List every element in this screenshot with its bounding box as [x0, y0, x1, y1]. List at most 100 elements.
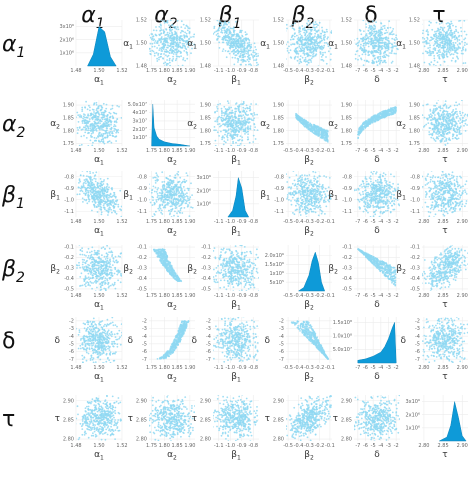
x-axis-label-a1: α1	[94, 226, 104, 238]
panel-r2-c5: -1.1 -1.0 -0.9 -0.8 β1 2.80 2.85 2.90 τ	[396, 171, 468, 236]
ytick-label: 2.90	[136, 398, 147, 404]
ytick-label: -7	[69, 357, 74, 363]
ytick-label: -1.0	[137, 197, 147, 203]
xtick-label: -3	[386, 68, 391, 74]
ytick-label: 2.85	[341, 418, 352, 424]
x-axis-label-t: τ	[442, 300, 447, 310]
xtick-label: 2.85	[438, 443, 449, 449]
xtick-label: 1.75	[146, 365, 157, 371]
panel-r4-c2: -7 -6 -5-4 -3 -2 δ -1.1 -1.0 -0.9 -0.8 β1	[191, 317, 259, 384]
panel-r5-c1: 2.80 2.85 2.90 τ 1.75 1.80 1.85 1.90 α2	[128, 395, 195, 462]
xtick-label: -0.8	[248, 365, 258, 371]
xtick-label: -5	[371, 365, 376, 371]
x-axis-label-a2: α2	[167, 75, 177, 87]
xtick-label: -5	[371, 219, 376, 225]
panel-r1-c2: 1.75 1.80 1.85 1.90 α2 -1.1 -1.0 -0.9 -0.8 β1	[187, 100, 259, 167]
xtick-label: -0.5	[283, 148, 293, 154]
ytick-label: -0.4	[410, 276, 420, 282]
ytick-label: 1.90	[409, 103, 420, 109]
panel-r3-c0: -0.5 -0.4 -0.3 -0.2 -0.1 β2 1.48 1.50 1.52 α1	[50, 245, 127, 312]
ytick-label: 1.50	[136, 41, 147, 47]
panel-r1-c1: 1x10⁷ 2x10⁷ 3x10⁷ 4x10⁷ 5.0x10⁷ 1.75 1.80 1.85 1…	[128, 100, 195, 167]
panel-r2-c1: -1.1 -1.0 -0.9 -0.8 β1 1.75 1.80 1.85 1.90 α2	[123, 171, 195, 238]
xtick-label: -0.4	[294, 293, 304, 299]
ytick-label: -3	[279, 326, 284, 332]
x-axis-label-b1: β1	[231, 450, 241, 462]
xtick-label: -6	[363, 148, 368, 154]
xtick-label: -0.9	[237, 365, 247, 371]
scatter-points	[290, 320, 329, 360]
xtick-label: -0.1	[325, 219, 335, 225]
xtick-label: 1.50	[93, 219, 104, 225]
xtick-label: -1.0	[225, 148, 235, 154]
density-ytick-label: 2x10⁶	[59, 37, 74, 43]
panel-r0-c4: 1.48 1.50 1.52 α1 -7 -6 -5 -4 -3 -2 δ	[328, 18, 400, 85]
ytick-label: -1.1	[274, 209, 284, 215]
xtick-label: -3	[386, 293, 391, 299]
ytick-label: -0.2	[137, 255, 147, 261]
xtick-label: 1.90	[184, 219, 195, 225]
density-ytick-label: 1.5x10⁶	[265, 262, 284, 268]
panel-r5-c5: 1x10⁶ 2x10⁶ 3x10⁶ 2.80 2.85 2.90 τ	[405, 395, 468, 460]
row-label-a1: α1	[2, 32, 25, 61]
xtick-label: 1.90	[184, 68, 195, 74]
y-axis-label-b1: β1	[328, 190, 338, 202]
scatter-points	[354, 20, 399, 66]
x-axis-label-a1: α1	[94, 155, 104, 167]
ytick-label: 1.90	[273, 103, 284, 109]
ytick-label: -0.8	[410, 174, 420, 180]
y-axis-label-b2: β2	[123, 264, 133, 276]
xtick-label: 1.50	[93, 148, 104, 154]
density-ytick-label: 1x10⁶	[269, 271, 284, 277]
panel-r4-c1: -7 -6 -5-4 -3 -2 δ 1.75 1.80 1.85 1.90 α2	[127, 317, 195, 384]
xtick-label: -6	[363, 293, 368, 299]
xtick-label: -1.0	[225, 443, 235, 449]
xtick-label: 2.90	[457, 365, 468, 371]
ytick-label: -0.3	[410, 266, 420, 272]
x-axis-label-t: τ	[442, 155, 447, 165]
xtick-label: 2.80	[418, 443, 429, 449]
xtick-label: -0.4	[294, 219, 304, 225]
xtick-label: -4	[378, 68, 383, 74]
xtick-label: -7	[355, 148, 360, 154]
xtick-label: -0.2	[315, 293, 325, 299]
ytick-label: -1.0	[342, 197, 352, 203]
scatter-points	[76, 395, 122, 441]
xtick-label: -2	[394, 365, 399, 371]
xtick-label: 2.90	[457, 68, 468, 74]
panel-r2-c4: -1.1 -1.0 -0.9 -0.8 β1 -7 -6 -5 -4 -3 -2 δ	[328, 171, 400, 236]
ytick-label: -5	[142, 341, 147, 347]
ytick-label: -7	[415, 357, 420, 363]
scatter-points	[213, 395, 259, 441]
xtick-label: -4	[378, 365, 383, 371]
xtick-label: 1.50	[93, 293, 104, 299]
scatter-points	[422, 245, 468, 291]
xtick-label: -6	[363, 365, 368, 371]
xtick-label: -0.3	[304, 68, 314, 74]
scatter-points	[76, 245, 122, 291]
ytick-label: 2.80	[63, 437, 74, 443]
xtick-label: 2.90	[457, 293, 468, 299]
xtick-label: -4	[378, 219, 383, 225]
xtick-label: 1.48	[70, 443, 81, 449]
xtick-label: 1.85	[172, 293, 183, 299]
ytick-label: -2	[206, 318, 211, 324]
x-axis-label-d: δ	[374, 372, 380, 382]
density-ytick-label: 1x10⁷	[132, 135, 147, 141]
xtick-label: -5	[371, 68, 376, 74]
ytick-label: 1.75	[341, 141, 352, 147]
x-axis-label-b1: β1	[231, 372, 241, 384]
density-a1	[87, 26, 117, 67]
ytick-label: -0.2	[201, 255, 211, 261]
xtick-label: -1.1	[214, 293, 224, 299]
xtick-label: -0.5	[283, 293, 293, 299]
ytick-label: 2.85	[200, 418, 211, 424]
x-axis-label-b1: β1	[231, 300, 241, 312]
xtick-label: 2.80	[418, 68, 429, 74]
density-a2	[151, 104, 190, 147]
ytick-label: 1.85	[409, 115, 420, 121]
xtick-label: -7	[355, 365, 360, 371]
ytick-label: -0.8	[137, 174, 147, 180]
ytick-label: 2.80	[136, 437, 147, 443]
density-ytick-label: 2.0x10⁶	[265, 253, 284, 259]
